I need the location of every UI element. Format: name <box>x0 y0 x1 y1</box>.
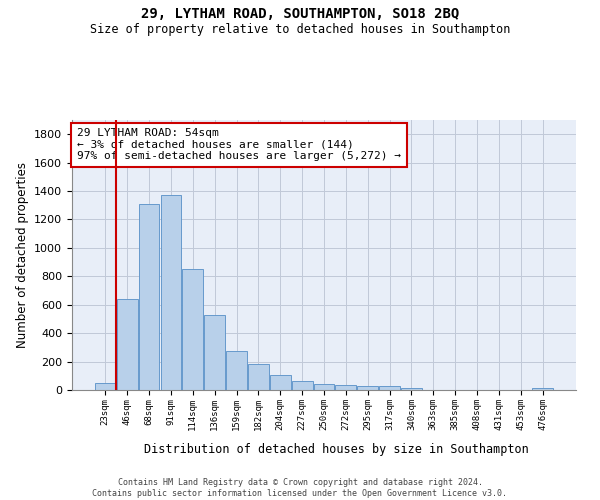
Bar <box>379 386 400 390</box>
Bar <box>226 351 247 390</box>
Bar <box>292 381 313 390</box>
Bar <box>335 384 356 390</box>
Y-axis label: Number of detached properties: Number of detached properties <box>16 162 29 348</box>
Bar <box>248 364 269 390</box>
Bar <box>314 384 334 390</box>
Bar <box>95 383 116 390</box>
Bar <box>182 270 203 390</box>
Text: Distribution of detached houses by size in Southampton: Distribution of detached houses by size … <box>143 442 529 456</box>
Bar <box>161 196 181 390</box>
Bar <box>532 388 553 390</box>
Bar <box>117 300 137 390</box>
Text: Size of property relative to detached houses in Southampton: Size of property relative to detached ho… <box>90 22 510 36</box>
Bar <box>358 386 378 390</box>
Text: 29, LYTHAM ROAD, SOUTHAMPTON, SO18 2BQ: 29, LYTHAM ROAD, SOUTHAMPTON, SO18 2BQ <box>141 8 459 22</box>
Bar <box>204 314 225 390</box>
Text: 29 LYTHAM ROAD: 54sqm
← 3% of detached houses are smaller (144)
97% of semi-deta: 29 LYTHAM ROAD: 54sqm ← 3% of detached h… <box>77 128 401 162</box>
Bar <box>401 388 422 390</box>
Bar <box>270 376 290 390</box>
Text: Contains HM Land Registry data © Crown copyright and database right 2024.
Contai: Contains HM Land Registry data © Crown c… <box>92 478 508 498</box>
Bar <box>139 204 160 390</box>
